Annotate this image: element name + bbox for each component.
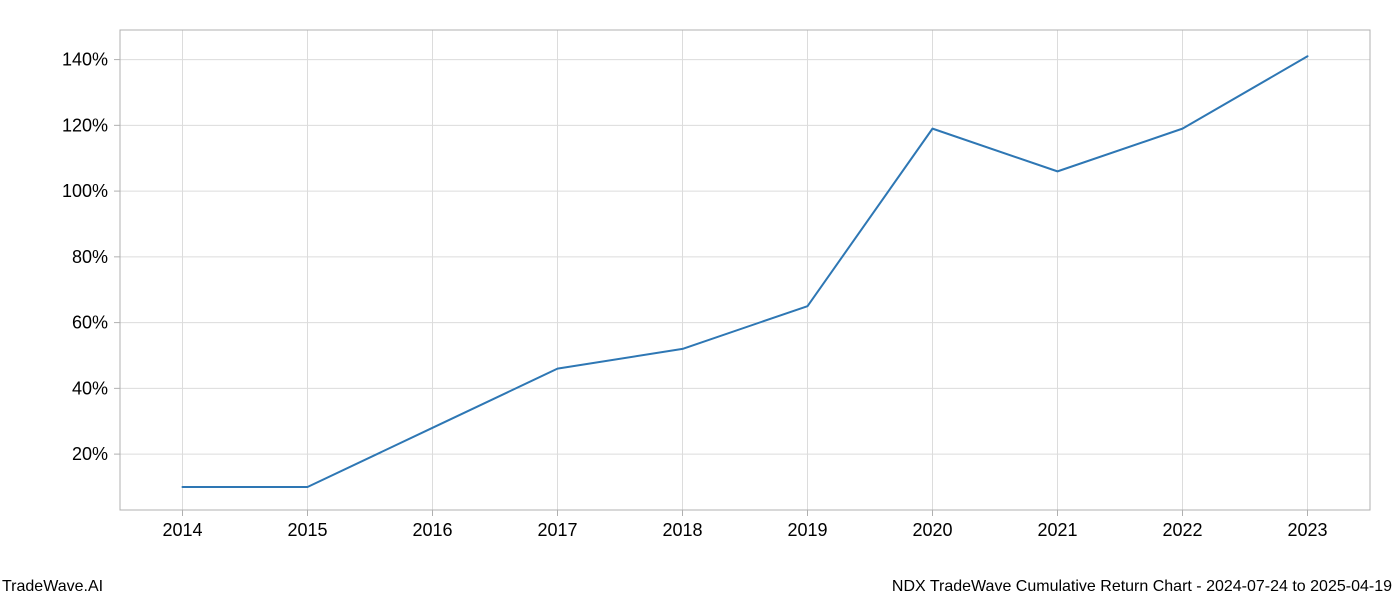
x-tick-label: 2023: [1287, 520, 1327, 540]
x-tick-label: 2018: [662, 520, 702, 540]
y-tick-label: 40%: [72, 378, 108, 398]
x-tick-label: 2014: [162, 520, 202, 540]
footer-left-label: TradeWave.AI: [2, 578, 103, 596]
x-tick-label: 2017: [537, 520, 577, 540]
x-tick-label: 2022: [1162, 520, 1202, 540]
x-tick-label: 2019: [787, 520, 827, 540]
y-tick-label: 100%: [62, 181, 108, 201]
x-tick-label: 2016: [412, 520, 452, 540]
y-tick-label: 140%: [62, 50, 108, 70]
footer-right-label: NDX TradeWave Cumulative Return Chart - …: [892, 578, 1392, 596]
y-tick-label: 80%: [72, 247, 108, 267]
line-chart: 2014 2015 2016 2017 2018 2019 2020 2021 2022 2023…: [0, 0, 1400, 600]
x-tick-label: 2020: [912, 520, 952, 540]
x-tick-label: 2015: [287, 520, 327, 540]
x-tick-label: 2021: [1037, 520, 1077, 540]
y-tick-label: 120%: [62, 115, 108, 135]
y-tick-label: 20%: [72, 444, 108, 464]
y-tick-label: 60%: [72, 313, 108, 333]
chart-svg: 2014 2015 2016 2017 2018 2019 2020 2021 2022 2023…: [0, 0, 1400, 600]
